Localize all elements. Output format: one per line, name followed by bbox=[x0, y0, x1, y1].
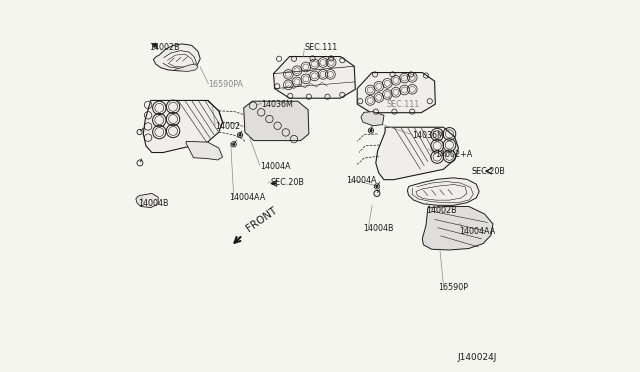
Text: SEC.20B: SEC.20B bbox=[271, 178, 305, 187]
Text: SEC.111: SEC.111 bbox=[305, 43, 338, 52]
Text: 16590PA: 16590PA bbox=[209, 80, 243, 89]
Polygon shape bbox=[143, 100, 223, 153]
Polygon shape bbox=[244, 101, 309, 141]
Polygon shape bbox=[361, 112, 384, 126]
Text: SEC.111: SEC.111 bbox=[387, 100, 420, 109]
Polygon shape bbox=[136, 193, 158, 208]
Polygon shape bbox=[357, 73, 435, 113]
Polygon shape bbox=[273, 57, 355, 98]
Text: 16590P: 16590P bbox=[438, 283, 468, 292]
Text: FRONT: FRONT bbox=[245, 205, 280, 234]
Text: 14004A: 14004A bbox=[346, 176, 376, 185]
Text: SEC.20B: SEC.20B bbox=[472, 167, 506, 176]
Polygon shape bbox=[376, 127, 458, 180]
Text: 14004AA: 14004AA bbox=[229, 193, 265, 202]
Circle shape bbox=[153, 43, 157, 47]
Text: 14002B: 14002B bbox=[426, 206, 457, 215]
Circle shape bbox=[376, 185, 378, 187]
Text: 14002: 14002 bbox=[215, 122, 240, 131]
Polygon shape bbox=[154, 44, 200, 71]
Polygon shape bbox=[174, 64, 198, 71]
Text: 14036M: 14036M bbox=[412, 131, 444, 140]
Text: 14004A: 14004A bbox=[260, 162, 290, 171]
Circle shape bbox=[370, 129, 372, 132]
Circle shape bbox=[239, 134, 241, 136]
Text: J140024J: J140024J bbox=[458, 353, 497, 362]
Polygon shape bbox=[186, 141, 223, 160]
Text: 14004B: 14004B bbox=[364, 224, 394, 233]
Text: 14036M: 14036M bbox=[261, 100, 293, 109]
Text: 14002+A: 14002+A bbox=[435, 150, 472, 158]
Polygon shape bbox=[422, 206, 493, 250]
Text: 14004AA: 14004AA bbox=[459, 227, 495, 236]
Text: 14004B: 14004B bbox=[138, 199, 168, 208]
Polygon shape bbox=[408, 178, 479, 205]
Circle shape bbox=[232, 143, 235, 145]
Text: 14002B: 14002B bbox=[149, 43, 179, 52]
